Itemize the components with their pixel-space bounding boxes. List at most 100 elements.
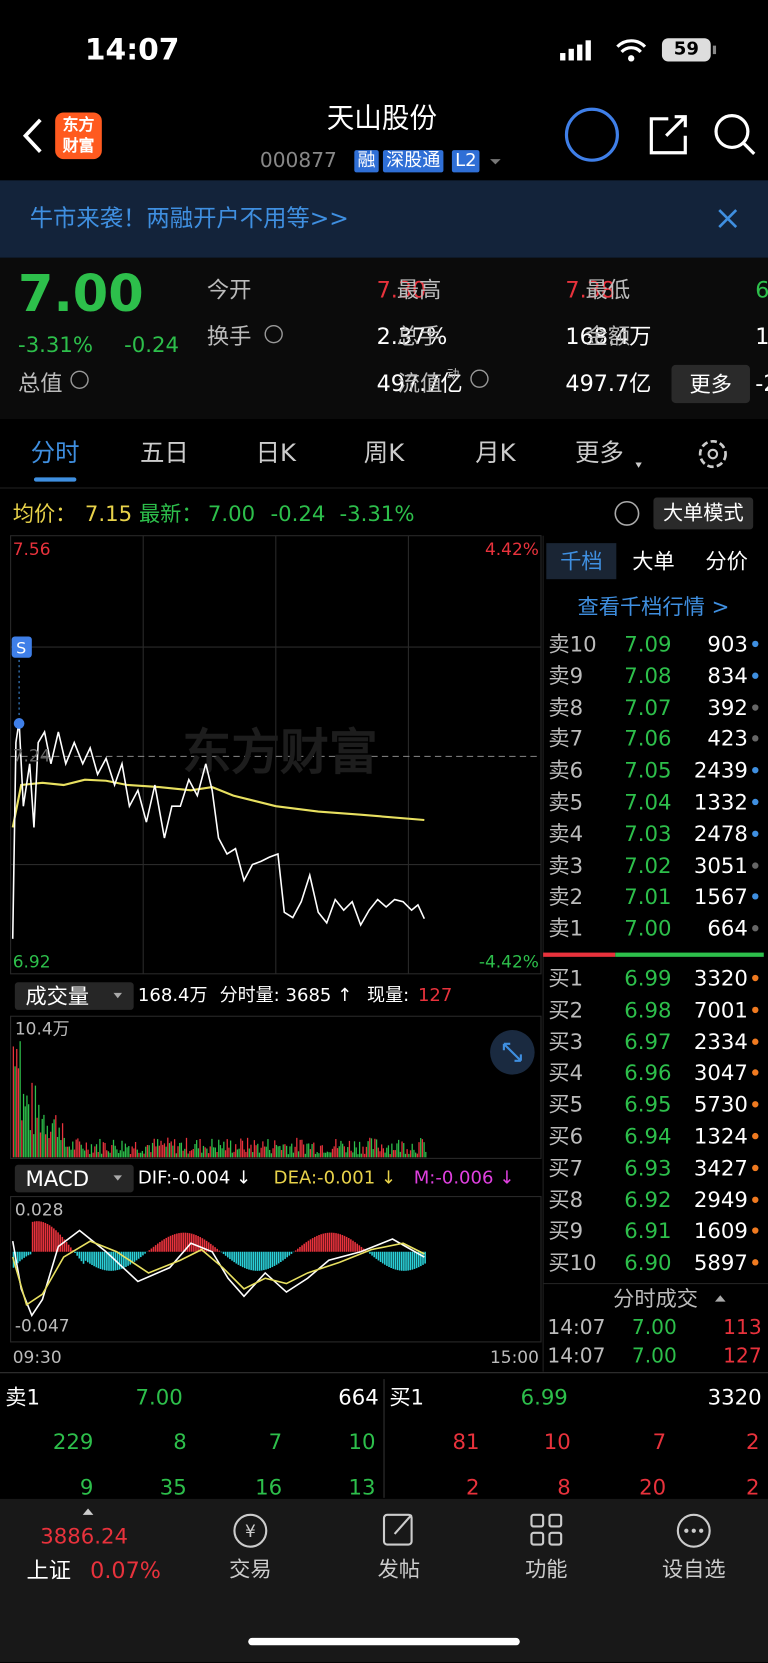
bar-decor <box>78 1141 81 1158</box>
bar-decor <box>304 1153 306 1158</box>
bar-decor <box>21 1120 23 1158</box>
bar-decor <box>213 1147 215 1158</box>
chart-tab[interactable]: 分时 <box>30 439 80 468</box>
bar-decor <box>222 1251 225 1255</box>
bar-decor <box>179 1142 181 1158</box>
index-value: 3886.24 <box>40 1523 129 1549</box>
bar-decor <box>29 1130 31 1158</box>
bid-price: 6.90 <box>624 1249 672 1276</box>
chart-tab[interactable]: 五日 <box>140 439 189 468</box>
book-tab[interactable]: 大单 <box>632 548 675 574</box>
more-button[interactable]: 更多 <box>689 371 732 397</box>
bar-decor <box>255 1145 257 1158</box>
bar-decor <box>279 1145 281 1158</box>
bar-decor <box>248 1251 250 1270</box>
ask-volume: 834 <box>707 662 748 689</box>
chart-tab[interactable]: 更多 <box>574 439 624 468</box>
bar-decor <box>57 1232 59 1252</box>
bar-decor <box>305 1242 308 1252</box>
ask-label: 卖8 <box>548 694 584 720</box>
depth-bid-cell: 8 <box>557 1474 571 1500</box>
bar-decor <box>360 1246 363 1252</box>
nav-item[interactable]: 发帖 <box>377 1556 421 1582</box>
axis-high: 7.56 <box>12 538 51 560</box>
dot <box>752 767 759 774</box>
chart-tab[interactable]: 日K <box>255 439 297 468</box>
bar-decor <box>413 1251 416 1269</box>
depth-ask-cell: 16 <box>255 1474 283 1500</box>
bar-decor <box>165 1237 168 1252</box>
bar-decor <box>318 1234 320 1252</box>
bar-decor <box>282 1144 284 1158</box>
bar-decor <box>186 1232 189 1252</box>
macd-m: M:-0.006 ↓ <box>413 1167 515 1189</box>
ask-label: 卖10 <box>548 631 597 657</box>
bar-decor <box>51 1123 54 1158</box>
bar-decor <box>420 1138 422 1158</box>
dot <box>752 672 759 679</box>
ask-price: 7.07 <box>624 694 672 720</box>
bar-decor <box>302 1144 305 1158</box>
bar-decor <box>104 1142 106 1158</box>
ask-label: 卖7 <box>548 726 584 752</box>
bid-price: 6.92 <box>624 1186 672 1213</box>
dot <box>752 893 759 900</box>
mode-button[interactable]: 大单模式 <box>662 501 744 525</box>
bar-decor <box>112 1139 115 1158</box>
chart-tab[interactable]: 月K <box>475 439 516 468</box>
bar-decor <box>343 1235 346 1252</box>
nav-item[interactable]: 功能 <box>525 1556 568 1582</box>
bid-price: 6.98 <box>624 996 672 1023</box>
bar-decor <box>159 1242 161 1252</box>
bar-decor <box>423 1142 425 1158</box>
bar-decor <box>34 1085 37 1158</box>
depth-ask-cell: 9 <box>79 1474 94 1500</box>
bar-decor <box>129 1154 132 1158</box>
nav-item[interactable]: 设自选 <box>661 1556 726 1582</box>
bar-decor <box>370 1138 373 1158</box>
bar-decor <box>240 1138 242 1158</box>
bar-decor <box>287 1154 289 1158</box>
bar-decor <box>163 1239 165 1252</box>
bar-decor <box>282 1251 284 1261</box>
bar-decor <box>110 1251 112 1271</box>
bar-decor <box>273 1251 276 1266</box>
bar-decor <box>307 1240 310 1252</box>
bar-decor <box>243 1251 246 1269</box>
bar-decor <box>33 1221 36 1252</box>
bar-decor <box>214 1247 216 1252</box>
bar-decor <box>137 1251 140 1259</box>
bar-decor <box>180 1142 183 1158</box>
bar-decor <box>60 1140 62 1158</box>
depth-ask-cell: 10 <box>348 1428 376 1455</box>
promo-banner[interactable]: 牛市来袭！两融开户不用等>> <box>29 205 349 233</box>
bar-decor <box>309 1239 312 1252</box>
book-link[interactable]: 查看千档行情 > <box>577 594 730 620</box>
book-tab[interactable]: 分价 <box>705 548 748 574</box>
bar-decor <box>362 1146 364 1158</box>
nav-item[interactable]: 交易 <box>229 1556 272 1582</box>
bid-label: 买10 <box>548 1249 597 1276</box>
depth-ask-cell: 8 <box>173 1428 187 1455</box>
depth-bid-cell: 10 <box>543 1428 571 1455</box>
bar-decor <box>19 1041 21 1158</box>
bar-decor <box>411 1143 413 1158</box>
bar-decor <box>237 1251 240 1265</box>
chart-tab[interactable]: 周K <box>363 439 405 468</box>
bar-decor <box>384 1152 386 1158</box>
status-time: 14:07 <box>84 31 180 67</box>
bar-decor <box>348 1140 351 1158</box>
bar-decor <box>142 1251 144 1256</box>
bar-decor <box>210 1243 212 1252</box>
bar-decor <box>73 1149 76 1158</box>
bar-decor <box>241 1140 244 1158</box>
bar-decor <box>136 1149 138 1158</box>
bar-decor <box>55 1230 57 1252</box>
book-tab[interactable]: 千档 <box>560 548 603 574</box>
bid-price: 6.93 <box>624 1154 672 1181</box>
change: -0.24 <box>124 332 180 358</box>
bar-decor <box>221 1148 223 1158</box>
bar-decor <box>357 1154 359 1158</box>
axis-prev-close: 7.24 <box>12 745 51 766</box>
bar-decor <box>133 1148 135 1158</box>
